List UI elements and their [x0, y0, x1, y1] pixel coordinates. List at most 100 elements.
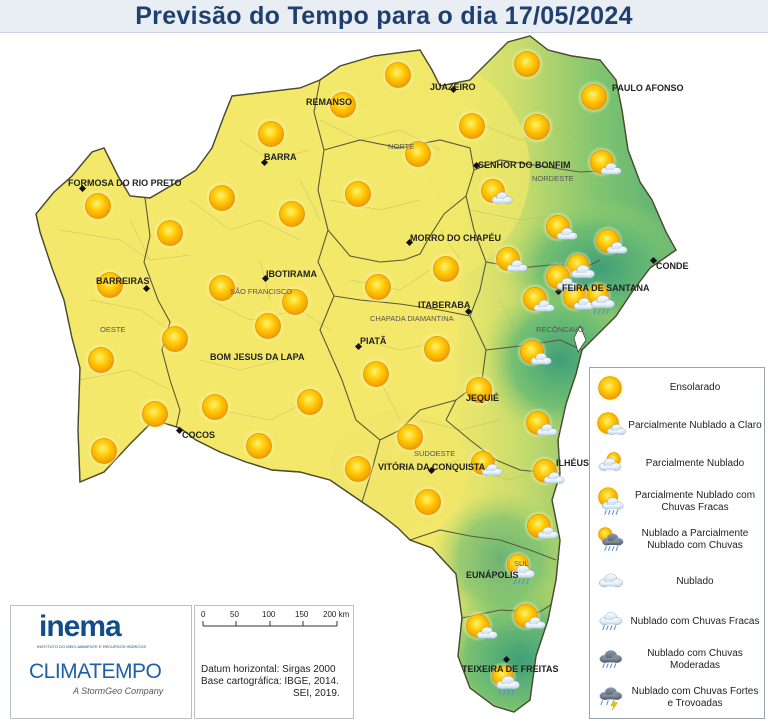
- region-label-nordeste: NORDESTE: [532, 174, 574, 183]
- forecast-icons: [80, 46, 628, 696]
- sun-icon: [519, 109, 555, 145]
- cloud-icon: [598, 573, 623, 588]
- legend-label: Parcialmente Nublado: [645, 458, 745, 469]
- sun-cloud-icon: [516, 336, 552, 368]
- region-label-oeste: OESTE: [100, 325, 126, 334]
- scale-tick-label: 200 km: [323, 610, 350, 619]
- sun-icon: [83, 342, 119, 378]
- sun-cloud-icon: [542, 261, 578, 293]
- stormgeo-tagline: A StormGeo Company: [73, 686, 164, 696]
- dark-cloud-rain-icon: [599, 650, 623, 669]
- sun-icon: [594, 372, 626, 404]
- sun-icon: [92, 267, 128, 303]
- city-label-bom-jesus-da-lapa: BOM JESUS DA LAPA: [210, 352, 305, 362]
- legend-label: Ensolarado: [669, 382, 721, 393]
- region-label-reconcavo: RECÔNCAVO: [536, 325, 584, 334]
- sun-cloud-icon: [594, 410, 626, 438]
- city-label-ibotirama: IBOTIRAMA: [266, 269, 317, 279]
- sun-cloud-light-rain-icon: [595, 486, 624, 515]
- sun-cloud-icon: [467, 447, 503, 479]
- sun-icon: [137, 396, 173, 432]
- legend-item: Nublado com Chuvas Fortes e Trovoadas: [590, 678, 764, 718]
- legend-label: Parcialmente Nublado a Claro: [628, 420, 762, 431]
- scale-tick-label: 100: [262, 610, 276, 619]
- datum-line: Datum horizontal: Sirgas 2000: [201, 664, 336, 675]
- sun-icon: [419, 331, 455, 367]
- legend-item: Parcialmente Nublado com Chuvas Fracas: [590, 482, 764, 522]
- sun-cloud-icon: [510, 600, 546, 632]
- bahia-map: [35, 35, 677, 713]
- sun-cloud-light-rain-icon: [583, 280, 615, 315]
- city-label-barra: BARRA: [264, 152, 297, 162]
- sun-cloud-light-rain-icon: [503, 550, 535, 585]
- dark-cloud-sun-rain-icon: [596, 525, 624, 551]
- city-label-juazeiro: JUAZEIRO: [430, 82, 476, 92]
- sun-icon: [461, 372, 497, 408]
- sun-icon: [509, 46, 545, 82]
- storm-icon: [599, 687, 623, 711]
- sun-icon: [392, 419, 428, 455]
- city-label-barreiras: BARREIRAS: [96, 276, 150, 286]
- city-label-eunapolis: EUNÁPOLIS: [466, 570, 519, 580]
- sun-cloud-icon: [477, 175, 513, 207]
- legend-item: Parcialmente Nublado a Claro: [590, 406, 764, 446]
- sun-icon: [86, 433, 122, 469]
- scale-panel: 0 50 100 150 200 km Datum horizontal: Si…: [194, 605, 354, 719]
- legend-label: Parcialmente Nublado com Chuvas Fracas: [634, 490, 756, 513]
- legend-item: Ensolarado: [590, 368, 764, 408]
- sun-cloud-icon: [462, 610, 498, 642]
- inema-logo-subtitle: INSTITUTO DO MEIO AMBIENTE E RECURSOS HÍ…: [37, 644, 147, 649]
- sun-cloud-icon: [529, 455, 565, 487]
- sun-icon: [204, 180, 240, 216]
- page-title: Previsão do Tempo para o dia 17/05/2024: [135, 2, 633, 30]
- sun-icon: [157, 321, 193, 357]
- datum-line: Base cartográfica: IBGE, 2014.: [201, 676, 339, 687]
- sun-cloud-icon: [522, 407, 558, 439]
- sun-icon: [292, 384, 328, 420]
- legend-label: Nublado: [676, 576, 714, 587]
- datum-text: Datum horizontal: Sirgas 2000 Base carto…: [201, 664, 340, 700]
- sun-icon: [400, 136, 436, 172]
- sun-icon: [241, 428, 277, 464]
- city-label-jequie: JEQUIÉ: [466, 393, 500, 403]
- scale-tick-label: 0: [201, 610, 206, 619]
- sun-icon: [410, 484, 446, 520]
- region-label-chapada-diamantina: CHAPADA DIAMANTINA: [370, 314, 454, 323]
- city-label-paulo-afonso: PAULO AFONSO: [612, 83, 684, 93]
- region-label-sudoeste: SUDOESTE: [414, 449, 456, 458]
- scale-tick-label: 150: [295, 610, 309, 619]
- city-label-formosa-do-rio-preto: FORMOSA DO RIO PRETO: [68, 178, 182, 188]
- sun-icon: [428, 251, 464, 287]
- sun-icon: [358, 356, 394, 392]
- region-label-sao-francisco: SÃO FRANCISCO: [230, 287, 293, 296]
- sun-icon: [250, 308, 286, 344]
- sun-icon: [454, 108, 490, 144]
- legend-label: Nublado a Parcialmente Nublado com Chuva…: [641, 528, 749, 551]
- legend-item: Nublado com Chuvas Fracas: [590, 602, 764, 642]
- city-label-ilheus: ILHÉUS: [556, 458, 590, 468]
- climatempo-logo: CLIMATEMPO: [29, 660, 162, 683]
- region-label-norte: NORTE: [388, 142, 415, 151]
- datum-line: SEI, 2019.: [293, 688, 340, 699]
- sun-cloud-icon: [542, 211, 578, 243]
- sun-icon: [340, 176, 376, 212]
- legend-panel: Ensolarado Parcialmente Nublado a Claro …: [589, 367, 765, 719]
- title-bar: Previsão do Tempo para o dia 17/05/2024: [0, 0, 768, 33]
- sun-icon: [152, 215, 188, 251]
- city-label-itaberaba: ITABERABA: [418, 300, 471, 310]
- sun-icon: [576, 79, 612, 115]
- region-label-sul: SUL: [514, 559, 529, 568]
- city-label-piata: PIATÃ: [360, 336, 387, 346]
- sun-icon: [340, 451, 376, 487]
- sun-icon: [274, 196, 310, 232]
- sun-icon: [325, 87, 361, 123]
- city-label-feira-de-santana: FEIRA DE SANTANA: [562, 283, 650, 293]
- sun-icon: [204, 270, 240, 306]
- sun-icon: [253, 116, 289, 152]
- legend-label: Nublado com Chuvas Moderadas: [647, 648, 743, 671]
- scale-bar: 0 50 100 150 200 km: [201, 610, 350, 627]
- sun-icon: [197, 389, 233, 425]
- legend-item: Nublado com Chuvas Moderadas: [590, 640, 764, 680]
- cloud-sun-icon: [598, 450, 623, 471]
- inema-logo: inema: [39, 610, 122, 643]
